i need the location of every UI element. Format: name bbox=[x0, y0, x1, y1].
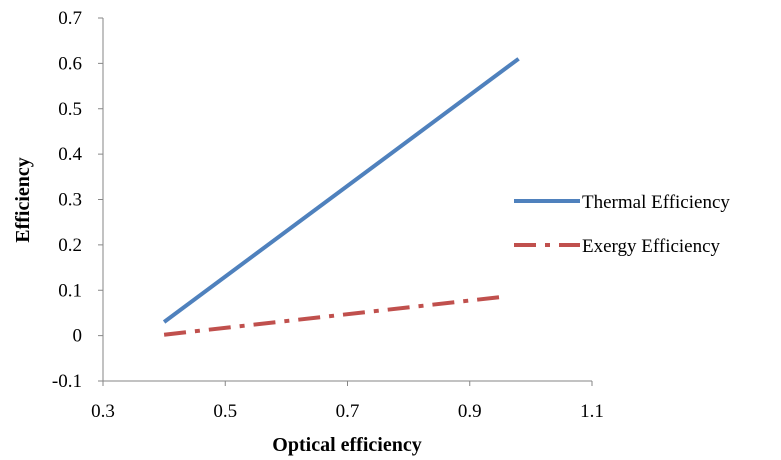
y-tick-label: 0.3 bbox=[58, 190, 82, 211]
series-lines bbox=[162, 57, 520, 337]
y-tick-label: 0.6 bbox=[58, 53, 82, 74]
series-line-exergy-efficiency bbox=[163, 295, 501, 337]
x-tick-label: 0.3 bbox=[91, 401, 115, 422]
y-tick-label: 0.7 bbox=[58, 8, 82, 29]
legend-label-exergy: Exergy Efficiency bbox=[582, 236, 721, 257]
y-tick-label: 0.4 bbox=[58, 144, 82, 165]
legend: Thermal Efficiency Exergy Efficiency bbox=[514, 192, 730, 257]
series-line-thermal-efficiency bbox=[162, 57, 520, 324]
x-tick-label: 1.1 bbox=[580, 401, 604, 422]
legend-item-exergy: Exergy Efficiency bbox=[514, 236, 721, 257]
legend-item-thermal: Thermal Efficiency bbox=[514, 192, 730, 213]
y-tick-label: -0.1 bbox=[52, 371, 82, 392]
x-axis-title: Optical efficiency bbox=[272, 434, 421, 456]
x-tick-label: 0.9 bbox=[458, 401, 482, 422]
x-tick-label: 0.5 bbox=[213, 401, 237, 422]
y-tick-label: 0.1 bbox=[58, 280, 82, 301]
y-tick-label: 0.2 bbox=[58, 235, 82, 256]
y-axis-title: Efficiency bbox=[12, 157, 34, 243]
y-tick-label: 0.5 bbox=[58, 99, 82, 120]
y-tick-label: 0 bbox=[73, 326, 83, 347]
x-tick-label: 0.7 bbox=[336, 401, 360, 422]
x-axis-ticks: 0.3 0.5 0.7 0.9 1.1 bbox=[91, 381, 604, 422]
y-axis-ticks: -0.1 0 0.1 0.2 0.3 0.4 0.5 0.6 0.7 bbox=[52, 8, 103, 392]
legend-label-thermal: Thermal Efficiency bbox=[582, 192, 730, 213]
